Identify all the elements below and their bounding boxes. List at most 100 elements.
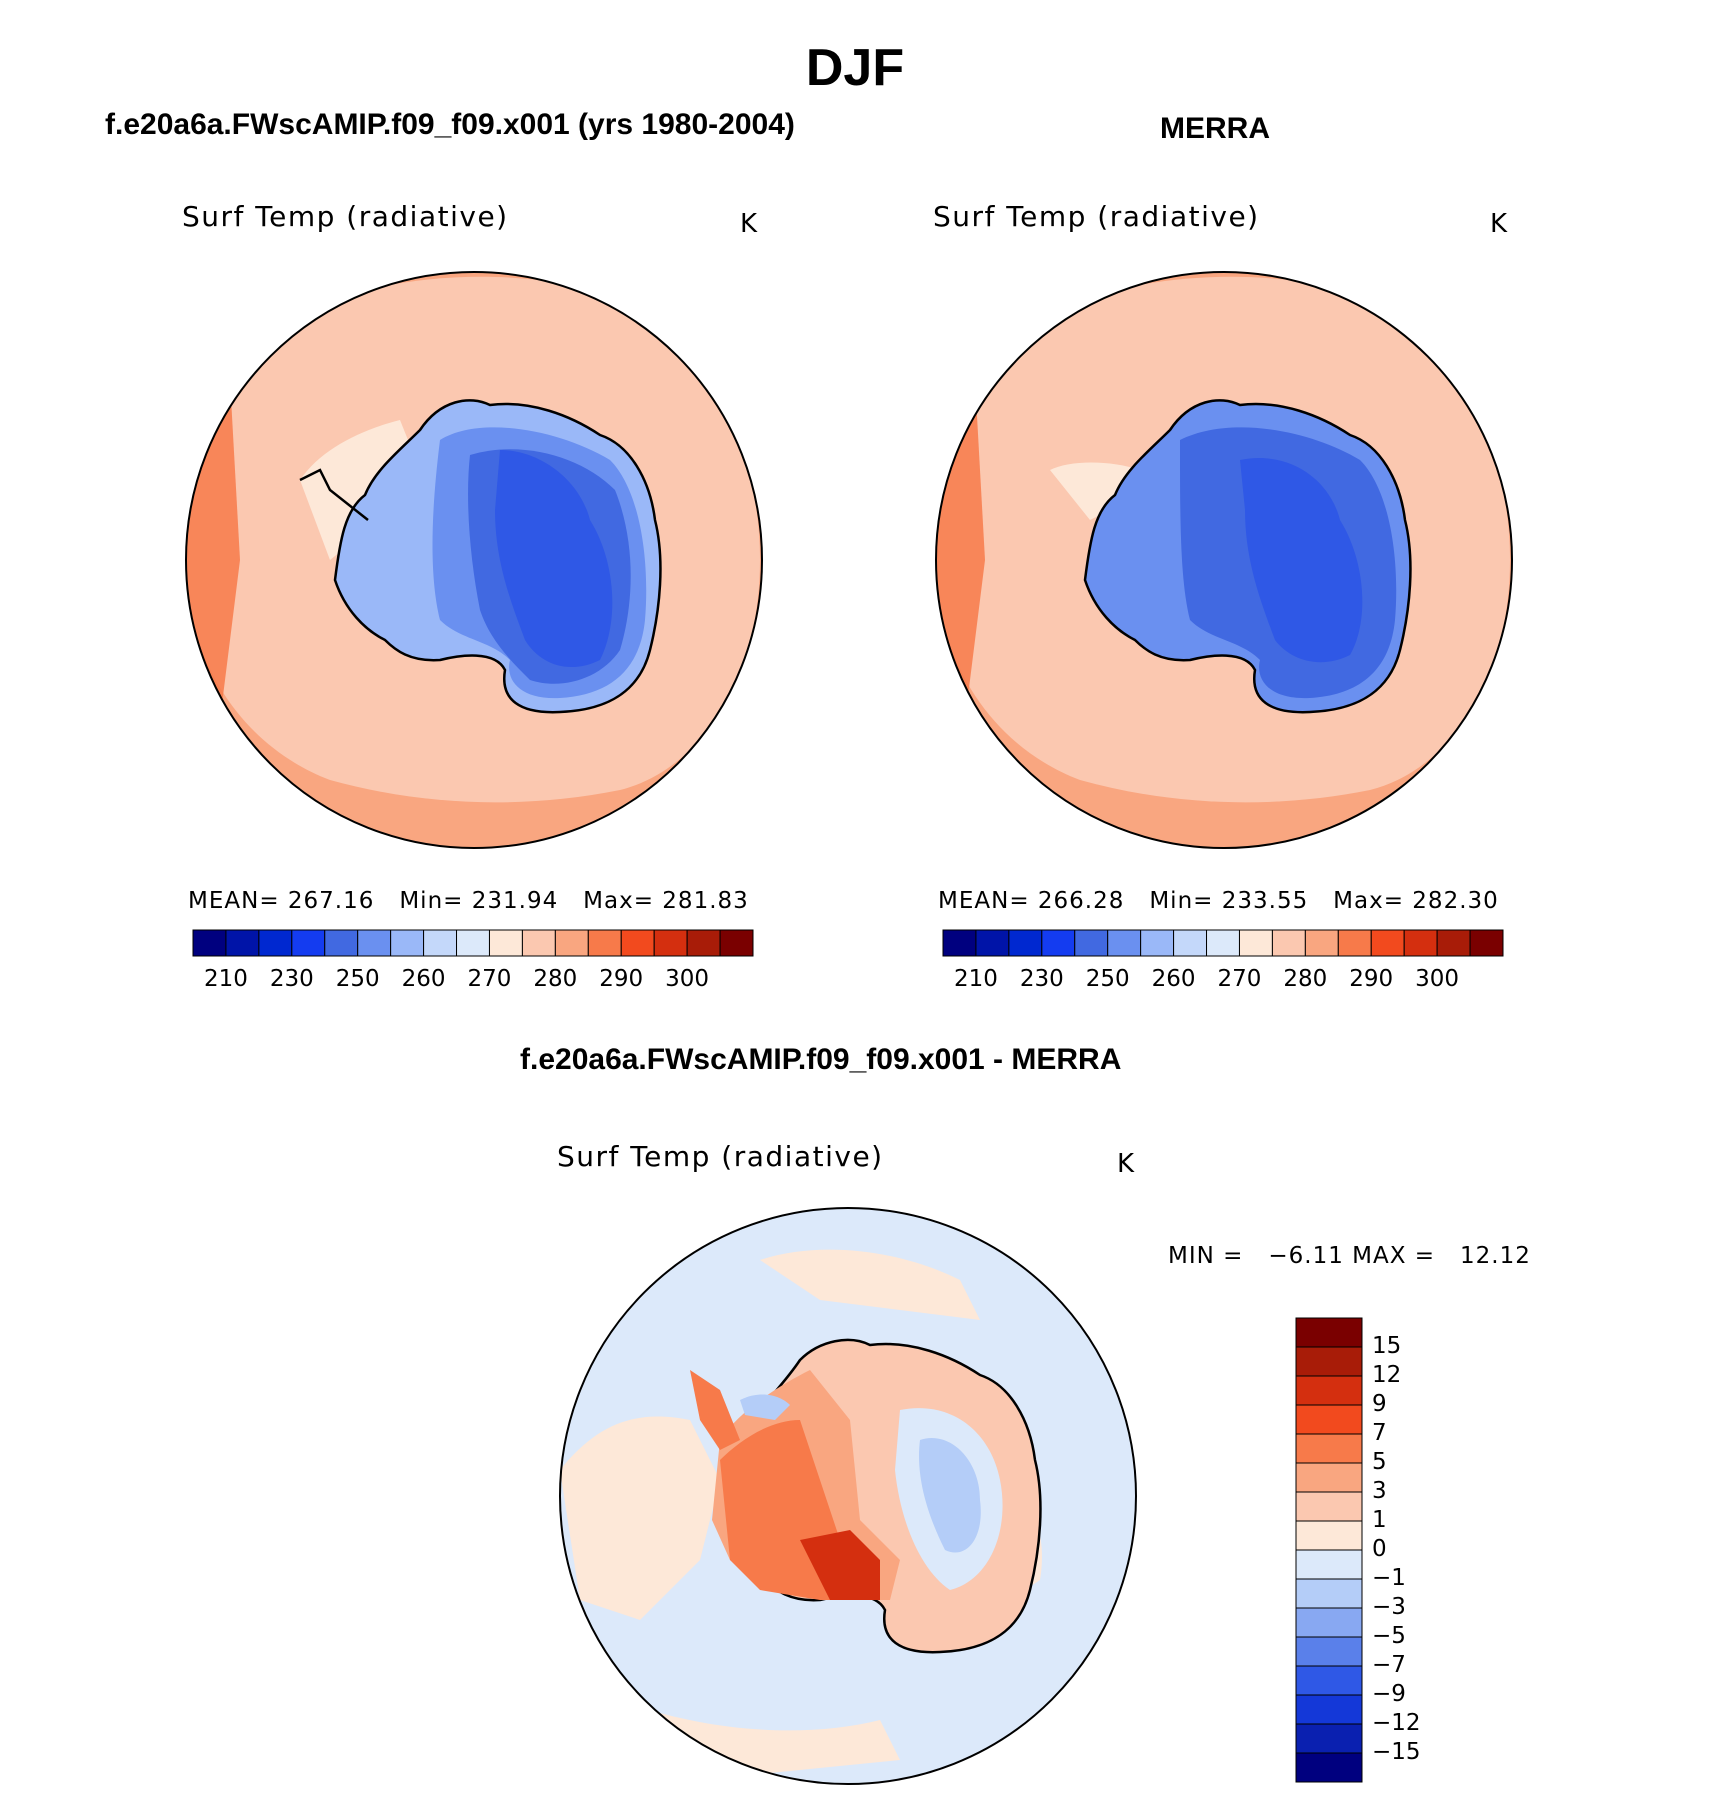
model-colorbar-box	[225, 929, 260, 957]
obs-case-title: MERRA	[1160, 112, 1270, 145]
diff-colorbar-tick-label: −12	[1372, 1710, 1421, 1736]
model-colorbar-box	[653, 929, 688, 957]
obs-colorbar-box	[1271, 929, 1306, 957]
model-colorbar-box	[291, 929, 326, 957]
model-colorbar-box	[390, 929, 425, 957]
model-colorbar-tick-label: 280	[533, 966, 578, 992]
model-mean-value: 267.16	[287, 888, 375, 914]
model-colorbar-tick-label: 260	[401, 966, 446, 992]
diff-colorbar-box	[1295, 1578, 1363, 1609]
model-colorbar-tick-label: 210	[203, 966, 248, 992]
diff-colorbar-tick-label: −15	[1372, 1739, 1421, 1765]
diff-min-value: −6.11	[1268, 1243, 1344, 1269]
diff-stats: MIN = −6.11 MAX = 12.12	[1168, 1243, 1531, 1269]
diff-colorbar-tick-label: 5	[1372, 1449, 1387, 1475]
diff-colorbar-tick-label: 12	[1372, 1362, 1402, 1388]
diff-colorbar-tick-label: −5	[1372, 1623, 1406, 1649]
obs-colorbar-box	[1469, 929, 1504, 957]
obs-mean-value: 266.28	[1037, 888, 1125, 914]
model-colorbar-box	[357, 929, 392, 957]
diff-variable-label: Surf Temp (radiative)	[557, 1140, 884, 1173]
obs-colorbar-tick-label: 250	[1085, 966, 1130, 992]
obs-stats: MEAN= 266.28 Min= 233.55 Max= 282.30	[938, 888, 1499, 914]
diff-colorbar-box	[1295, 1317, 1363, 1348]
obs-colorbar-box	[1206, 929, 1240, 957]
obs-colorbar-box	[1436, 929, 1471, 957]
model-colorbar-box	[324, 929, 359, 957]
diff-units-label: K	[1117, 1149, 1135, 1179]
obs-mean-label: MEAN=	[938, 888, 1030, 914]
obs-colorbar-tick-label: 270	[1217, 966, 1262, 992]
diff-colorbar-box	[1295, 1375, 1363, 1406]
model-mean-label: MEAN=	[188, 888, 280, 914]
model-colorbar-box	[686, 929, 721, 957]
obs-colorbar-tick-label: 230	[1019, 966, 1064, 992]
model-colorbar-box	[258, 929, 293, 957]
figure-title: DJF	[805, 39, 905, 97]
diff-colorbar-tick-label: 0	[1372, 1536, 1387, 1562]
diff-colorbar	[1295, 1317, 1363, 1783]
diff-colorbar-box	[1295, 1433, 1363, 1464]
model-colorbar-tick-label: 230	[269, 966, 314, 992]
obs-colorbar-box	[1008, 929, 1043, 957]
model-colorbar-box	[719, 929, 754, 957]
obs-map-border	[935, 271, 1513, 849]
model-colorbar	[192, 929, 754, 957]
obs-map	[936, 272, 1512, 848]
diff-colorbar-tick-label: −9	[1372, 1681, 1406, 1707]
model-colorbar-tick-label: 300	[665, 966, 710, 992]
obs-colorbar-tick-label: 280	[1283, 966, 1328, 992]
model-min-value: 231.94	[471, 888, 559, 914]
diff-max-value: 12.12	[1460, 1243, 1531, 1269]
diff-colorbar-box	[1295, 1636, 1363, 1667]
obs-colorbar-box	[1140, 929, 1175, 957]
diff-colorbar-tick-label: 1	[1372, 1507, 1387, 1533]
model-colorbar-box	[456, 929, 490, 957]
obs-colorbar-tick-label: 210	[953, 966, 998, 992]
diff-colorbar-box	[1295, 1520, 1363, 1551]
obs-max-value: 282.30	[1412, 888, 1499, 914]
model-colorbar-box	[620, 929, 655, 957]
diff-colorbar-tick-label: 15	[1372, 1333, 1402, 1359]
diff-map	[560, 1208, 1136, 1784]
diff-colorbar-box	[1295, 1694, 1363, 1725]
diff-colorbar-tick-label: −3	[1372, 1594, 1406, 1620]
model-colorbar-tick-label: 270	[467, 966, 512, 992]
obs-colorbar-box	[1403, 929, 1438, 957]
obs-colorbar-tick-label: 290	[1349, 966, 1394, 992]
model-colorbar-box	[587, 929, 622, 957]
model-max-label: Max=	[583, 888, 654, 914]
diff-max-label: MAX =	[1352, 1243, 1436, 1269]
diff-colorbar-box	[1295, 1723, 1363, 1754]
obs-colorbar-box	[1173, 929, 1208, 957]
model-stats: MEAN= 267.16 Min= 231.94 Max= 281.83	[188, 888, 749, 914]
obs-colorbar-box	[1304, 929, 1339, 957]
obs-colorbar	[942, 929, 1504, 957]
model-colorbar-box	[521, 929, 556, 957]
diff-colorbar-tick-label: −7	[1372, 1652, 1406, 1678]
obs-max-label: Max=	[1333, 888, 1404, 914]
obs-colorbar-tick-label: 300	[1415, 966, 1460, 992]
model-max-value: 281.83	[662, 888, 749, 914]
diff-colorbar-box	[1295, 1607, 1363, 1638]
diff-colorbar-tick-label: 9	[1372, 1391, 1387, 1417]
obs-units-label: K	[1490, 209, 1508, 239]
model-units-label: K	[740, 209, 758, 239]
model-colorbar-tick-label: 250	[335, 966, 380, 992]
model-colorbar-box	[488, 929, 523, 957]
diff-colorbar-box	[1295, 1491, 1363, 1522]
diff-colorbar-tick-label: −1	[1372, 1565, 1406, 1591]
diff-map-border	[559, 1207, 1137, 1785]
model-colorbar-box	[192, 929, 227, 957]
obs-colorbar-box	[1337, 929, 1372, 957]
obs-colorbar-box	[1074, 929, 1109, 957]
obs-colorbar-box	[975, 929, 1010, 957]
obs-colorbar-box	[1107, 929, 1142, 957]
diff-case-title: f.e20a6a.FWscAMIP.f09_f09.x001 - MERRA	[520, 1043, 1122, 1076]
diff-colorbar-box	[1295, 1404, 1363, 1435]
diff-colorbar-box	[1295, 1665, 1363, 1696]
diff-min-label: MIN =	[1168, 1243, 1244, 1269]
model-map	[186, 272, 762, 848]
obs-colorbar-box	[942, 929, 977, 957]
model-variable-label: Surf Temp (radiative)	[182, 200, 509, 233]
